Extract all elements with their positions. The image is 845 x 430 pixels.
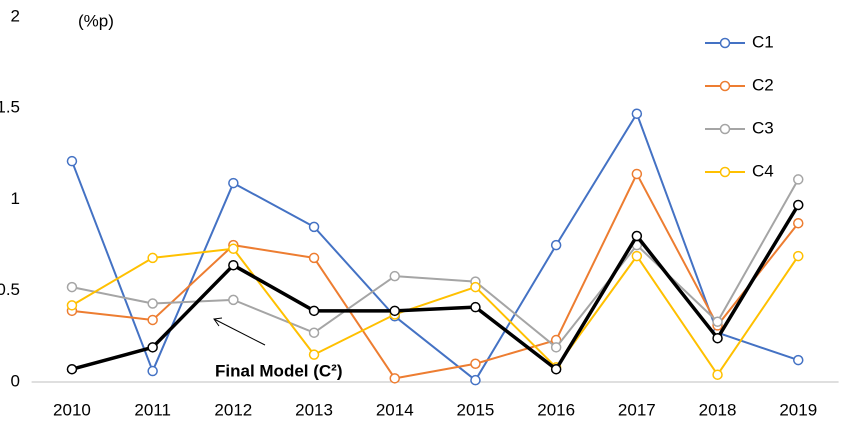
series-line xyxy=(71,178,800,349)
point xyxy=(308,327,320,338)
point xyxy=(470,281,481,293)
point xyxy=(631,250,643,262)
x-tick-label: 2018 xyxy=(699,400,737,419)
series-line xyxy=(71,172,800,380)
x-tick-label: 2015 xyxy=(457,400,495,419)
series-line xyxy=(71,112,799,382)
point xyxy=(631,230,643,242)
legend-marker xyxy=(719,123,731,135)
x-tick-label: 2012 xyxy=(214,400,252,419)
point xyxy=(66,155,78,167)
point xyxy=(389,270,400,282)
point xyxy=(147,252,158,264)
point xyxy=(147,298,158,309)
legend-label: C1 xyxy=(752,32,774,51)
point xyxy=(631,108,643,119)
point xyxy=(66,281,78,293)
x-tick-label: 2019 xyxy=(779,400,817,419)
point xyxy=(470,358,481,369)
y-unit-label: (%p) xyxy=(78,11,114,30)
legend-label: C2 xyxy=(752,75,774,94)
legend-label: C4 xyxy=(752,161,774,180)
point xyxy=(712,316,723,328)
point xyxy=(550,239,562,251)
point xyxy=(228,259,239,271)
point xyxy=(308,349,320,360)
legend-label: C3 xyxy=(752,118,774,137)
point xyxy=(793,217,804,229)
y-tick-label: 2 xyxy=(11,6,20,25)
x-tick-label: 2017 xyxy=(618,400,656,419)
point xyxy=(793,174,804,185)
point xyxy=(550,342,562,353)
arrow-head xyxy=(213,317,223,327)
point xyxy=(712,332,723,344)
annotation: Final Model (C²) xyxy=(215,361,342,380)
y-tick-label: 1 xyxy=(11,189,20,208)
x-tick-label: 2011 xyxy=(134,400,171,419)
y-tick-label: 0.5 xyxy=(0,280,20,299)
y-tick-label: 0 xyxy=(11,371,20,390)
point xyxy=(793,354,804,366)
x-tick-label: 2010 xyxy=(53,400,91,419)
point xyxy=(308,221,320,233)
point xyxy=(712,369,723,380)
x-tick-label: 2016 xyxy=(537,400,575,419)
legend-marker xyxy=(719,80,731,92)
point xyxy=(66,363,78,375)
point xyxy=(228,243,239,255)
series-line xyxy=(71,204,800,371)
x-tick-label: 2013 xyxy=(295,400,333,419)
point xyxy=(389,373,400,384)
point xyxy=(470,301,481,313)
point xyxy=(308,252,320,264)
point xyxy=(228,177,239,189)
point xyxy=(389,305,400,317)
legend-marker xyxy=(719,37,731,49)
series-line xyxy=(71,247,800,376)
point xyxy=(147,342,158,353)
point xyxy=(308,305,320,317)
annotation-arrow xyxy=(213,318,266,346)
point xyxy=(66,300,78,311)
point xyxy=(147,314,158,326)
point xyxy=(550,363,562,375)
y-tick-label: 1.5 xyxy=(0,98,20,117)
legend-marker xyxy=(719,166,731,178)
point xyxy=(793,250,804,262)
point xyxy=(631,168,643,180)
point xyxy=(470,374,481,386)
point xyxy=(228,294,239,306)
point xyxy=(147,365,158,377)
x-tick-label: 2014 xyxy=(376,400,414,419)
point xyxy=(793,199,804,211)
